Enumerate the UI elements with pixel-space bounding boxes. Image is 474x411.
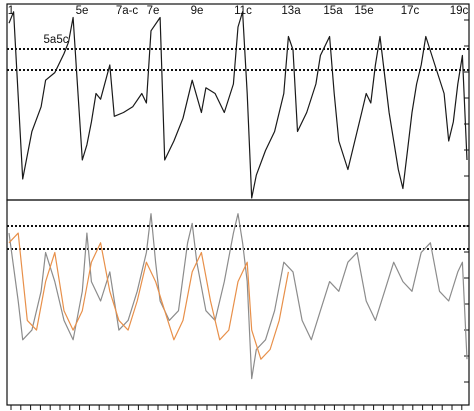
- top-series-group: [8, 11, 468, 199]
- top-series-1-line: [8, 11, 468, 199]
- annotation-label: 15a: [323, 5, 343, 17]
- annotation-label: 19c: [450, 5, 469, 17]
- annotation-label: 17c: [401, 5, 420, 17]
- bottom-series-2-line: [8, 232, 289, 360]
- annotation-label: 5e: [76, 5, 89, 17]
- annotation-label: 1: [8, 5, 14, 17]
- annotation-label: 9e: [191, 5, 204, 17]
- bottom-panel: [6, 199, 470, 406]
- annotation-label: 7a-c: [116, 5, 139, 17]
- bottom-series-1-line: [8, 213, 468, 380]
- annotation-label: 7e: [147, 5, 160, 17]
- annotation-label: 15e: [354, 5, 373, 17]
- bottom-axis-ticks: [10, 405, 463, 410]
- bottom-frame: [6, 199, 470, 406]
- annotation-label: 11c: [234, 5, 252, 17]
- annotation-label: 13a: [281, 5, 301, 17]
- bottom-series-group: [8, 213, 468, 380]
- annotation-label: 5a5c: [44, 34, 69, 46]
